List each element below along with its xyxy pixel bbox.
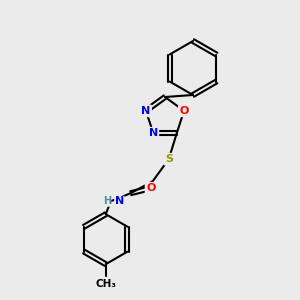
Text: N: N: [115, 196, 124, 206]
Text: H: H: [103, 196, 111, 206]
Text: N: N: [141, 106, 151, 116]
Text: S: S: [165, 154, 173, 164]
Text: O: O: [146, 183, 155, 193]
Text: N: N: [148, 128, 158, 138]
Text: O: O: [179, 106, 189, 116]
Text: CH₃: CH₃: [95, 279, 116, 289]
